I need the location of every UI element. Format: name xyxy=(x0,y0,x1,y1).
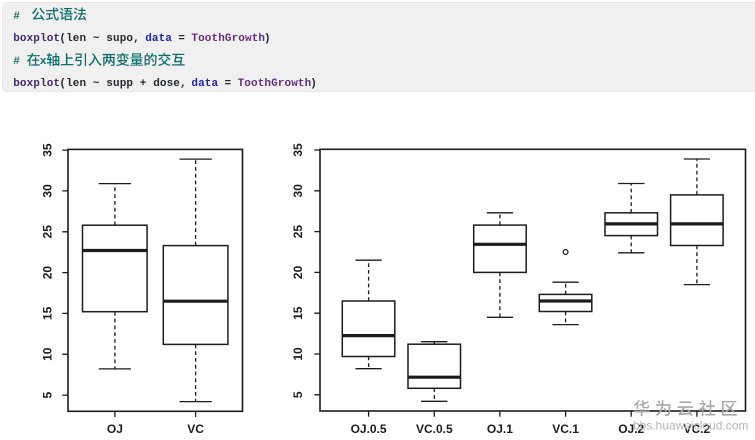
svg-text:OJ.2: OJ.2 xyxy=(618,422,644,436)
svg-text:VC.1: VC.1 xyxy=(552,422,579,436)
svg-text:OJ.0.5: OJ.0.5 xyxy=(351,422,387,436)
svg-text:15: 15 xyxy=(291,306,305,320)
svg-text:20: 20 xyxy=(291,265,305,279)
svg-text:25: 25 xyxy=(41,225,55,239)
svg-text:30: 30 xyxy=(41,184,55,198)
svg-text:bbs.huaweicloud.com: bbs.huaweicloud.com xyxy=(633,419,748,433)
svg-text:VC: VC xyxy=(187,422,204,436)
svg-text:30: 30 xyxy=(291,184,305,198)
svg-text:VC.2: VC.2 xyxy=(684,422,711,436)
svg-text:35: 35 xyxy=(291,143,305,157)
svg-text:10: 10 xyxy=(291,347,305,361)
svg-text:OJ: OJ xyxy=(107,422,123,436)
svg-text:20: 20 xyxy=(41,266,55,280)
svg-text:25: 25 xyxy=(291,225,305,239)
svg-text:OJ.1: OJ.1 xyxy=(487,422,513,436)
svg-text:10: 10 xyxy=(41,347,55,361)
svg-text:15: 15 xyxy=(41,306,55,320)
svg-text:VC.0.5: VC.0.5 xyxy=(416,422,453,436)
svg-text:5: 5 xyxy=(291,391,305,398)
svg-text:5: 5 xyxy=(41,391,55,398)
svg-text:35: 35 xyxy=(41,143,55,157)
